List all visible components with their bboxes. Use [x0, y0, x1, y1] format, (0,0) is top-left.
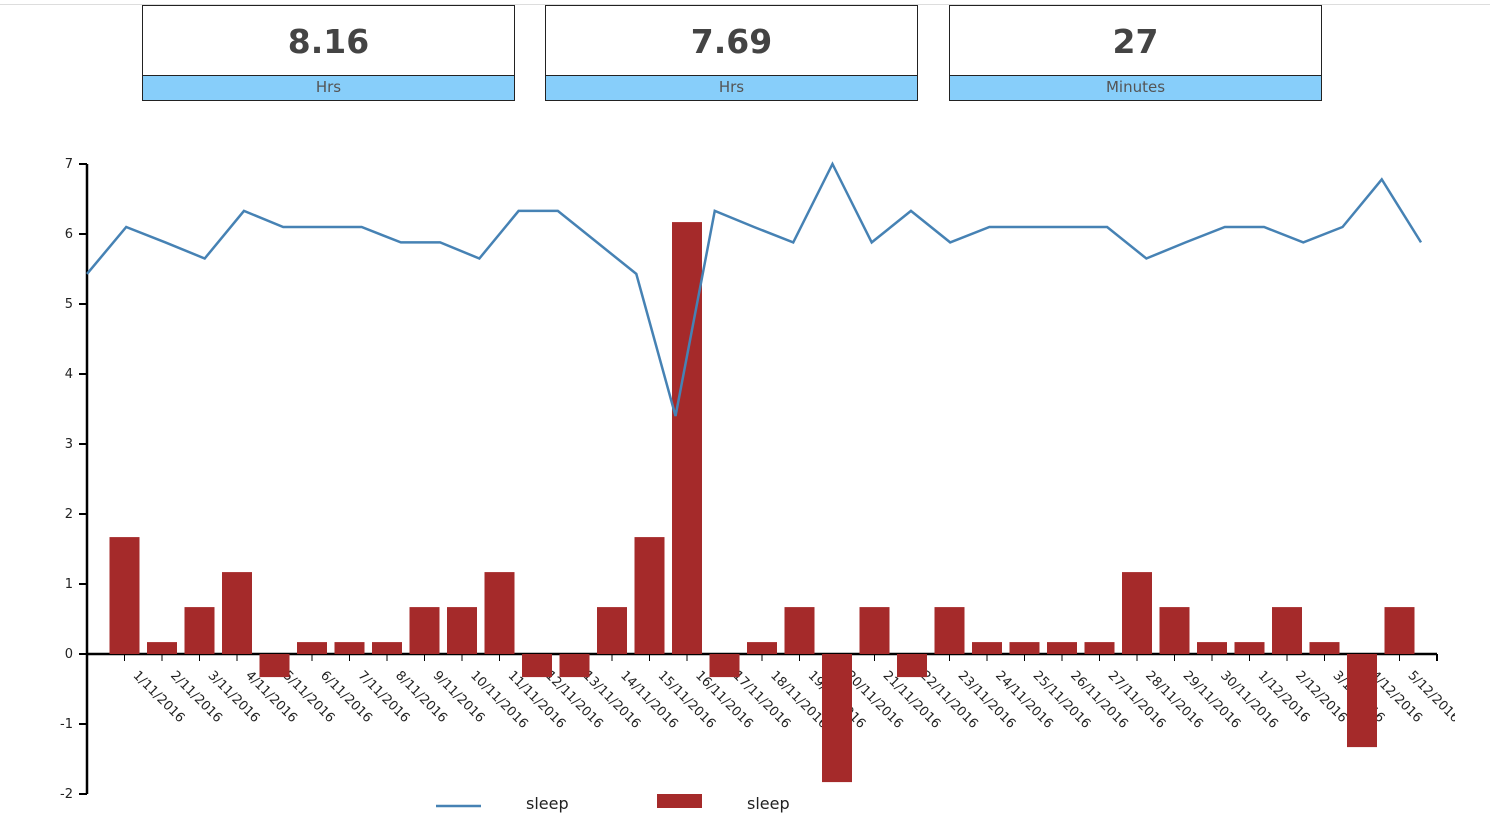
stat-label: Hrs	[546, 75, 917, 100]
y-tick-label: 1	[65, 577, 73, 592]
bar	[1084, 642, 1115, 654]
bar	[747, 642, 777, 654]
bar	[447, 607, 477, 654]
y-tick-label: 4	[65, 367, 73, 382]
chart: -2-1012345671/11/20162/11/20163/11/20164…	[60, 157, 1455, 813]
bar	[1047, 642, 1077, 654]
legend-label: sleep	[747, 794, 790, 813]
bar	[672, 222, 702, 654]
line	[86, 161, 1423, 417]
y-tick-label: -2	[60, 787, 73, 802]
bar	[784, 607, 815, 654]
bar	[1197, 642, 1227, 654]
stat-card: 8.16 Hrs	[142, 5, 515, 101]
bar	[147, 642, 177, 654]
stat-label: Hrs	[143, 75, 514, 100]
bar	[597, 607, 627, 654]
bar	[1309, 642, 1340, 654]
bar	[409, 607, 440, 654]
bar	[709, 654, 740, 678]
bar	[334, 642, 365, 654]
bar	[297, 642, 327, 654]
bar	[1159, 607, 1190, 654]
bar	[1384, 607, 1415, 654]
bar	[1272, 607, 1302, 654]
legend-label: sleep	[526, 794, 569, 813]
bar	[934, 607, 965, 654]
bar	[559, 654, 590, 678]
y-tick-label: 3	[65, 437, 73, 452]
stat-value: 8.16	[287, 22, 370, 61]
bar	[259, 654, 290, 678]
bar	[1122, 572, 1152, 654]
stat-card: 7.69 Hrs	[545, 5, 918, 101]
bar	[522, 654, 552, 678]
top-border	[0, 4, 1490, 5]
bar	[822, 654, 852, 783]
y-tick-label: -1	[60, 717, 73, 732]
y-tick-label: 0	[65, 647, 73, 662]
stat-value: 27	[1112, 22, 1159, 61]
bar	[972, 642, 1002, 654]
stat-value: 7.69	[690, 22, 773, 61]
bar	[634, 537, 665, 654]
y-tick-label: 6	[65, 227, 73, 242]
bar	[109, 537, 140, 654]
bar	[1009, 642, 1040, 654]
bar	[859, 607, 890, 654]
bar	[1347, 654, 1377, 748]
y-tick-label: 7	[65, 157, 73, 172]
stat-label: Minutes	[950, 75, 1321, 100]
y-tick-label: 2	[65, 507, 73, 522]
bar	[372, 642, 402, 654]
bar	[484, 572, 515, 654]
bar	[897, 654, 927, 678]
bar	[1234, 642, 1265, 654]
bar	[184, 607, 215, 654]
legend-swatch	[657, 794, 702, 808]
bar	[222, 572, 252, 654]
stat-card: 27 Minutes	[949, 5, 1322, 101]
y-tick-label: 5	[65, 297, 73, 312]
